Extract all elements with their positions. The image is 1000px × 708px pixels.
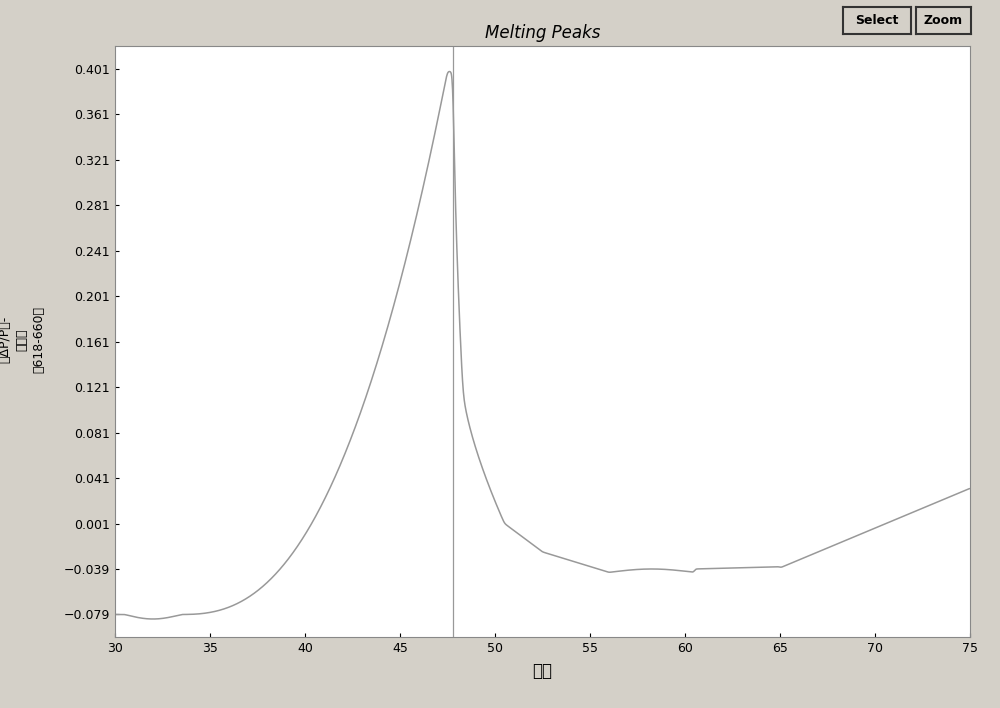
Text: Zoom: Zoom xyxy=(924,14,963,27)
X-axis label: 温度: 温度 xyxy=(532,662,552,680)
Title: Melting Peaks: Melting Peaks xyxy=(485,23,600,42)
Text: -
（ΔP/P）-
荧光値
（618-660）: - （ΔP/P）- 荧光値 （618-660） xyxy=(0,307,45,373)
Text: Select: Select xyxy=(855,14,899,27)
